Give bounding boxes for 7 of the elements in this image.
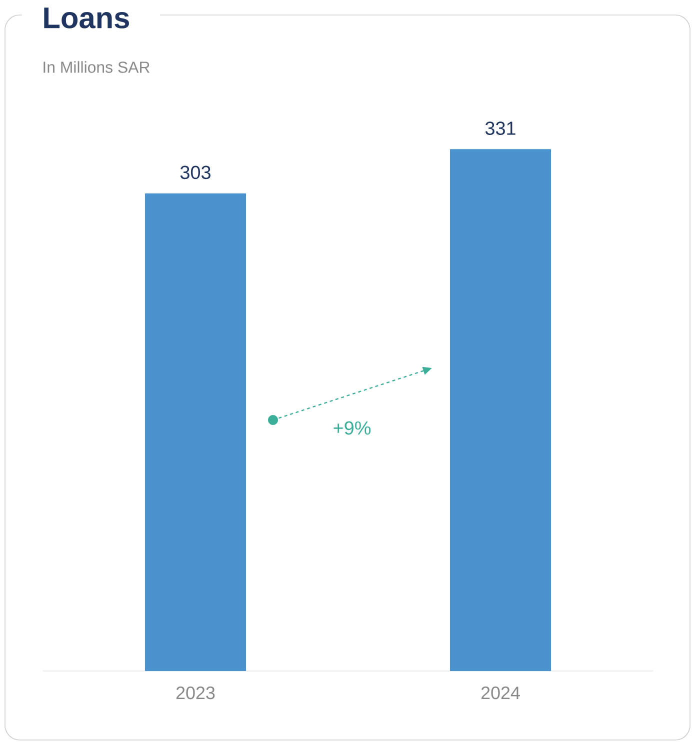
data-label: 331 bbox=[485, 122, 516, 135]
x-tick-label: 2023 bbox=[176, 686, 215, 700]
annotation: +9% bbox=[334, 421, 371, 435]
x-tick-label: 2024 bbox=[481, 686, 520, 700]
chart-title: Loans bbox=[44, 8, 129, 28]
data-label: 303 bbox=[180, 166, 210, 180]
chart-subtitle: In Millions SAR bbox=[44, 61, 150, 73]
